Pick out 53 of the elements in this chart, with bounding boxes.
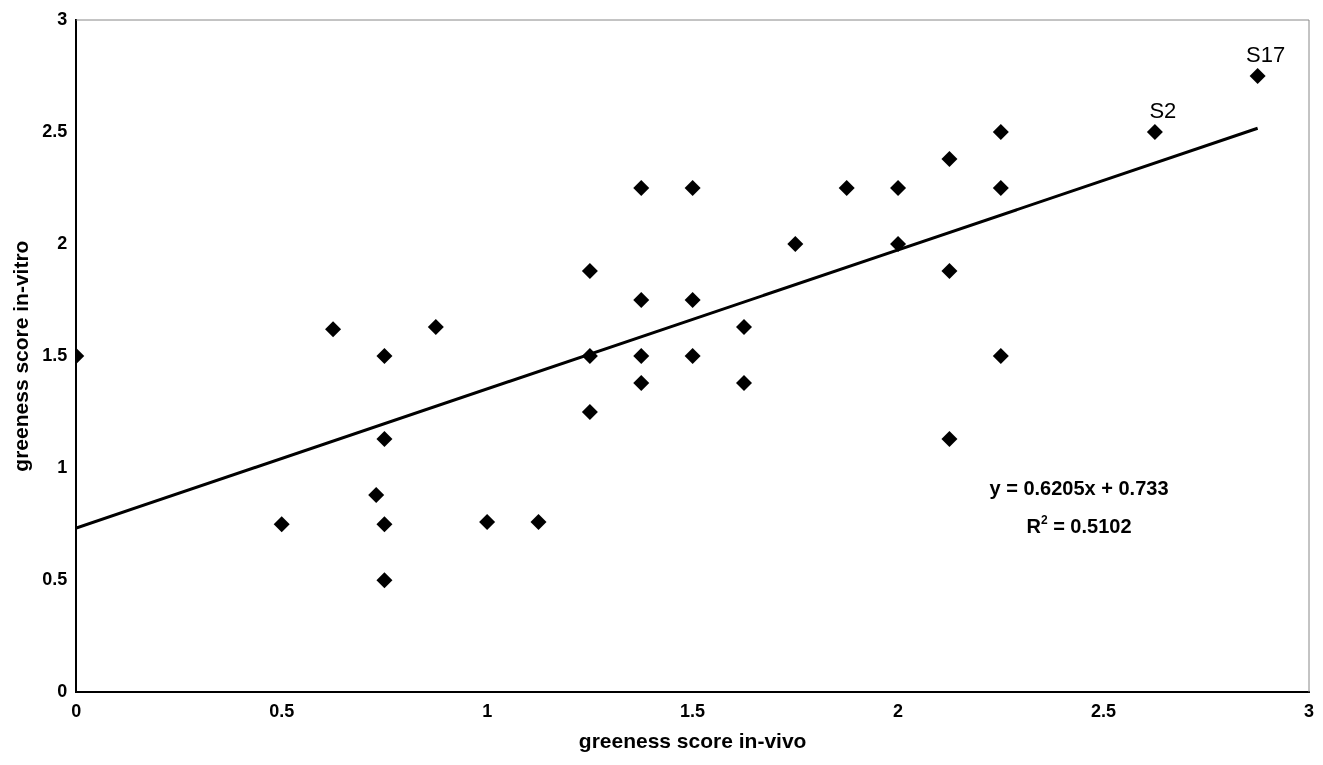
point (992, 348, 1009, 365)
point (633, 374, 650, 391)
x-tick-label: 0.5 (269, 700, 295, 721)
point (890, 180, 907, 197)
point (684, 292, 701, 309)
point (735, 374, 752, 391)
y-tick-label: 2.5 (42, 121, 68, 141)
point (838, 180, 855, 197)
point (992, 124, 1009, 141)
y-tick-label: 2 (57, 233, 68, 254)
point (633, 348, 650, 365)
point (325, 321, 342, 338)
y-tick-label: 0.5 (42, 569, 68, 590)
point (992, 180, 1009, 197)
point (427, 318, 444, 335)
point (941, 431, 958, 448)
point (479, 513, 496, 530)
point (941, 150, 958, 167)
annotation: y = 0.6205x + 0.733 (989, 477, 1169, 499)
x-tick-label: 2.5 (1091, 700, 1117, 721)
point (1146, 124, 1163, 141)
x-tick-label: 3 (1303, 700, 1315, 721)
x-tick-label: 2 (893, 700, 904, 721)
x-tick-label: 1 (482, 700, 493, 721)
point (376, 431, 393, 448)
point (787, 236, 804, 253)
x-tick-label: 0 (71, 700, 82, 721)
point (376, 348, 393, 365)
point (581, 348, 598, 365)
point (581, 262, 598, 279)
x-tick-label: 1.5 (680, 700, 706, 721)
point (376, 516, 393, 533)
annotation: S17 (1246, 42, 1286, 68)
x-axis-title: greeness score in-vivo (578, 729, 807, 753)
point (633, 292, 650, 309)
point (684, 348, 701, 365)
point (1249, 68, 1266, 85)
annotation: S2 (1149, 98, 1177, 124)
point (273, 516, 290, 533)
point (684, 180, 701, 197)
y-tick-label: 0 (57, 681, 68, 702)
point (376, 572, 393, 589)
y-tick-label: 1.5 (42, 345, 68, 366)
y-tick-label: 3 (57, 8, 68, 29)
point (890, 236, 907, 253)
y-axis-title: greeness score in-vitro (9, 240, 33, 472)
point (941, 262, 958, 279)
point (735, 318, 752, 335)
point (581, 404, 598, 421)
y-tick-label: 1 (57, 457, 68, 478)
point (530, 513, 547, 530)
point (633, 180, 650, 197)
point (368, 487, 385, 504)
